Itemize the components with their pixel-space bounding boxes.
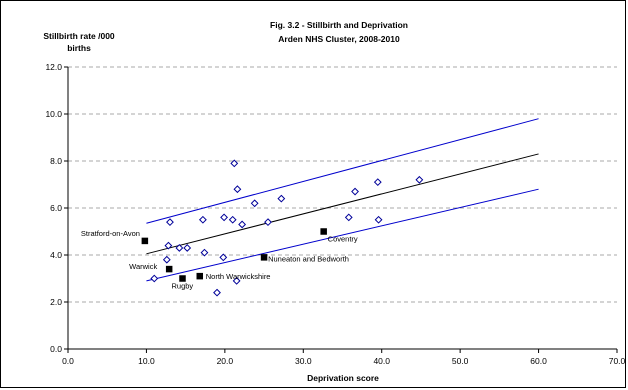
y-tick-label: 12.0 bbox=[45, 62, 62, 72]
area-label: Rugby bbox=[172, 282, 194, 291]
gridlines bbox=[68, 66, 617, 303]
diamond-point bbox=[250, 199, 259, 208]
diamond-point bbox=[200, 248, 209, 257]
lower-limit-line bbox=[146, 188, 539, 282]
diamond-point bbox=[233, 185, 242, 194]
y-tick-label: 4.0 bbox=[50, 250, 62, 260]
diamond-point bbox=[166, 218, 174, 227]
diamond-point bbox=[232, 276, 241, 285]
y-axis-label-line1: Stillbirth rate /000 bbox=[43, 31, 115, 41]
diamond-point bbox=[277, 194, 286, 203]
area-square-point bbox=[260, 254, 268, 261]
chart-title: Fig. 3.2 - Stillbirth and Deprivation bbox=[270, 20, 408, 30]
y-tick-label: 2.0 bbox=[50, 297, 62, 307]
diamond-point bbox=[228, 215, 237, 224]
x-tick-label: 30.0 bbox=[295, 356, 312, 366]
chart-subtitle: Arden NHS Cluster, 2008-2010 bbox=[278, 34, 400, 44]
area-label: Warwick bbox=[129, 262, 157, 271]
diamond-point bbox=[351, 187, 359, 196]
diamond-point bbox=[415, 175, 424, 184]
y-tick-label: 6.0 bbox=[50, 203, 62, 213]
diamond-point bbox=[219, 253, 228, 262]
area-label: Stratford-on-Avon bbox=[81, 229, 140, 238]
upper-limit-line bbox=[146, 118, 539, 224]
x-tick-label: 10.0 bbox=[138, 356, 155, 366]
diamond-point bbox=[230, 159, 239, 168]
area-square-point bbox=[141, 237, 149, 245]
area-square-point bbox=[320, 228, 327, 235]
fit-lines bbox=[146, 118, 539, 282]
area-label: North Warwickshire bbox=[206, 272, 271, 281]
x-tick-label: 20.0 bbox=[217, 356, 234, 366]
y-tick-label: 10.0 bbox=[45, 109, 62, 119]
y-tick-label: 8.0 bbox=[50, 156, 62, 166]
x-tick-label: 40.0 bbox=[373, 356, 390, 366]
diamond-point bbox=[264, 218, 272, 227]
diamond-point bbox=[238, 220, 247, 229]
diamond-point bbox=[150, 274, 159, 283]
area-square-point bbox=[196, 272, 204, 280]
y-axis-label-line2: births bbox=[67, 43, 91, 53]
point-labels: Stratford-on-Avon Warwick Rugby North Warwi… bbox=[81, 229, 358, 291]
diamond-point bbox=[220, 213, 228, 222]
y-tick-label: 0.0 bbox=[50, 344, 62, 354]
diamond-point bbox=[164, 241, 173, 250]
area-label: Coventry bbox=[328, 235, 358, 244]
diamond-point bbox=[374, 215, 383, 224]
data-points bbox=[141, 159, 424, 297]
x-tick-label: 0.0 bbox=[62, 356, 74, 366]
diamond-point bbox=[162, 255, 171, 264]
diamond-point bbox=[198, 215, 207, 224]
x-axis-label: Deprivation score bbox=[307, 373, 379, 383]
diamond-point bbox=[183, 244, 192, 252]
diamond-point bbox=[175, 244, 184, 252]
area-square-point bbox=[179, 275, 186, 282]
area-square-point bbox=[165, 265, 173, 273]
diamond-point bbox=[344, 213, 353, 222]
tick-labels: 0.0 2.0 4.0 6.0 8.0 10.0 12.0 0.0 10.0 20.0 30.0 40… bbox=[45, 62, 625, 366]
diamond-point bbox=[213, 288, 221, 297]
trend-line bbox=[146, 153, 539, 255]
x-tick-label: 50.0 bbox=[452, 356, 469, 366]
area-label: Nuneaton and Bedworth bbox=[268, 254, 349, 263]
diamond-point bbox=[373, 178, 382, 187]
x-tick-label: 60.0 bbox=[530, 356, 547, 366]
x-tick-label: 70.0 bbox=[609, 356, 626, 366]
